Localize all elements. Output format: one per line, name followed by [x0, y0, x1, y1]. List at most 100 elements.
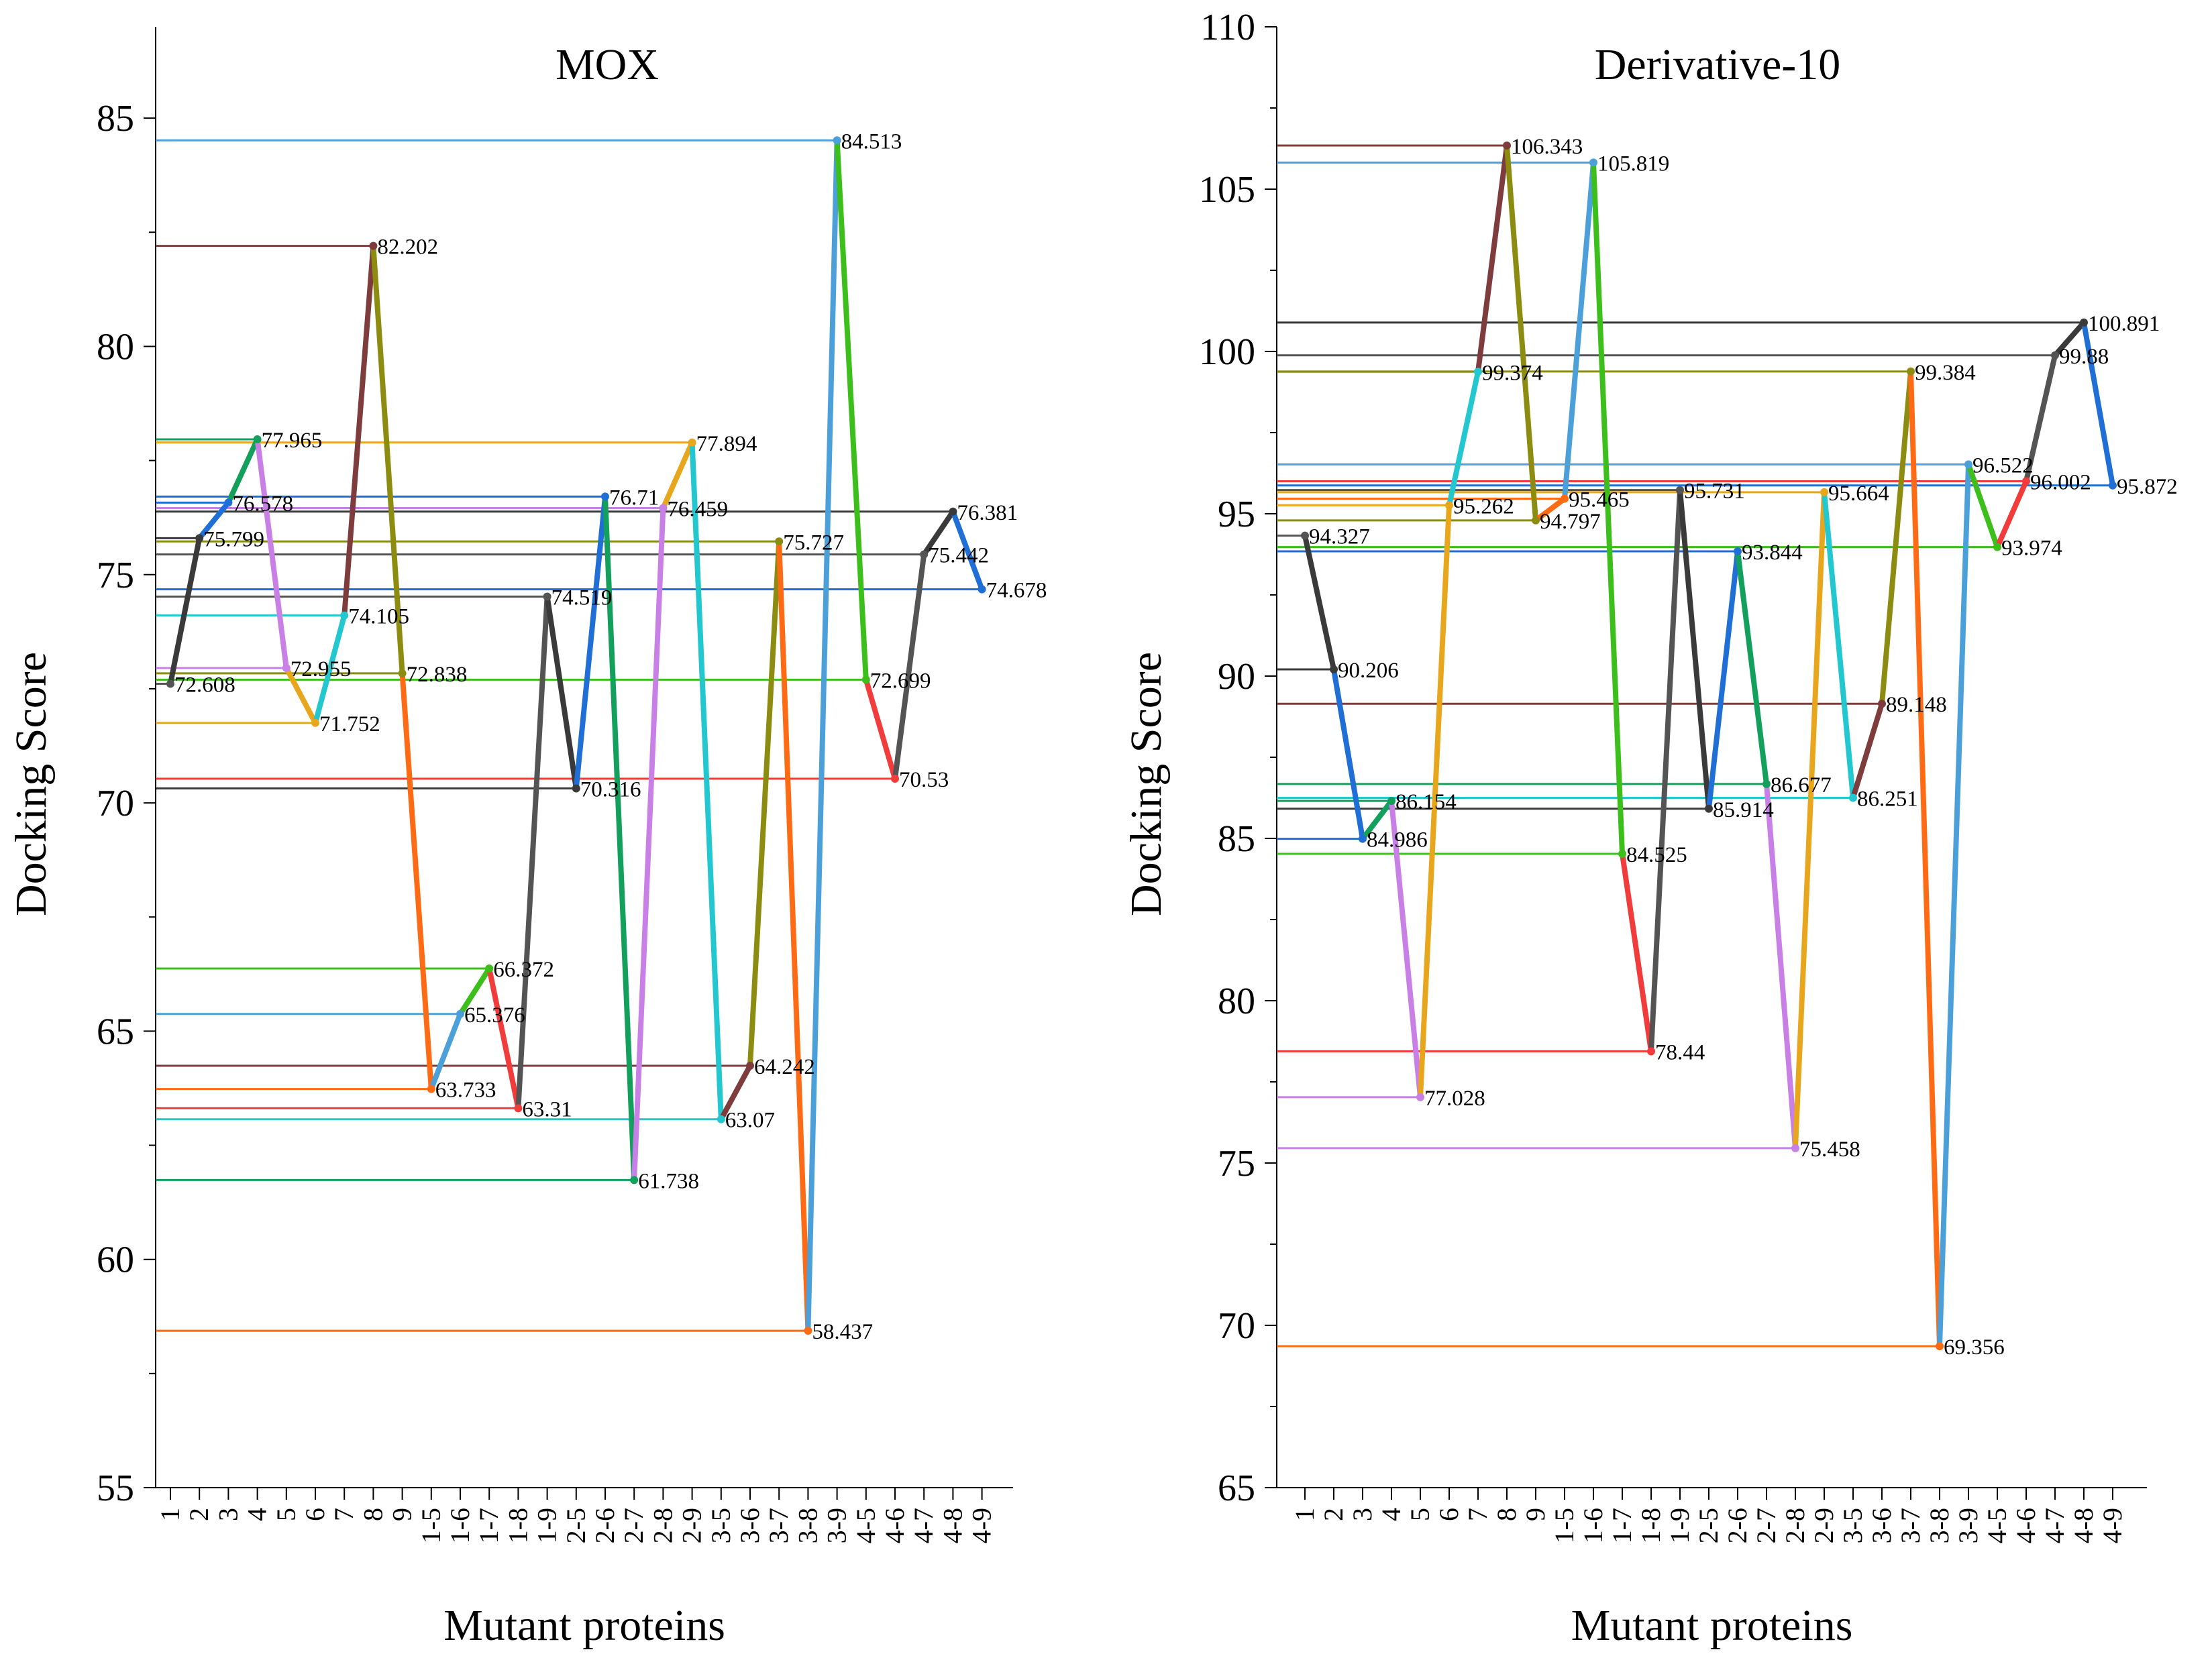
- series-segment: [1908, 368, 1942, 1349]
- series-segment: [341, 243, 376, 618]
- x-tick-label: 1-9: [1665, 1508, 1695, 1543]
- x-tick-label: 3-7: [763, 1508, 794, 1543]
- data-label: 65.376: [464, 1003, 525, 1028]
- data-point: [1445, 501, 1453, 510]
- data-label: 89.148: [1886, 693, 1947, 717]
- data-point: [920, 550, 929, 559]
- data-point: [1503, 141, 1511, 150]
- series-segment: [1966, 461, 2000, 550]
- x-tick-label: 7: [1463, 1508, 1493, 1521]
- x-tick-label: 5: [1405, 1508, 1435, 1521]
- x-tick-label: 7: [329, 1508, 359, 1521]
- x-tick-label: 1-5: [416, 1508, 446, 1543]
- data-point: [1561, 494, 1569, 503]
- data-point: [1734, 547, 1742, 555]
- data-label: 75.727: [783, 531, 844, 555]
- series-segment: [1822, 489, 1856, 801]
- x-tick-label: 5: [271, 1508, 301, 1521]
- series-segment: [1591, 160, 1625, 856]
- series-segment: [428, 1011, 463, 1092]
- y-tick-label: 105: [1199, 169, 1255, 211]
- data-point: [688, 438, 696, 447]
- data-label: 90.206: [1338, 659, 1399, 683]
- data-label: 76.71: [609, 486, 659, 510]
- data-point: [659, 504, 668, 512]
- data-label: 86.251: [1857, 787, 1918, 811]
- data-point: [1359, 834, 1367, 843]
- data-point: [166, 679, 174, 688]
- x-tick-label: 2-7: [619, 1508, 649, 1543]
- x-tick-label: 1-7: [474, 1508, 504, 1543]
- data-point: [2022, 477, 2030, 486]
- data-label: 95.664: [1828, 482, 1889, 506]
- data-label: 58.437: [812, 1320, 873, 1344]
- x-tick-label: 3-9: [822, 1508, 852, 1543]
- x-tick-label: 4: [1376, 1508, 1406, 1521]
- data-point: [514, 1104, 523, 1113]
- data-point: [1705, 804, 1713, 813]
- series-segment: [1302, 533, 1336, 673]
- y-tick-label: 70: [1218, 1305, 1255, 1347]
- series-segment: [1850, 701, 1885, 801]
- data-label: 99.374: [1482, 361, 1543, 385]
- x-tick-label: 9: [1520, 1508, 1550, 1521]
- series-segment: [168, 535, 203, 687]
- data-point: [1589, 158, 1597, 167]
- series-segment: [1995, 478, 2029, 550]
- x-tick-label: 4-7: [2040, 1508, 2070, 1543]
- x-tick-label: 2-6: [590, 1508, 620, 1543]
- y-tick-label: 75: [97, 555, 134, 596]
- data-label: 72.608: [174, 673, 235, 698]
- data-point: [1993, 543, 2001, 551]
- series-segment: [1793, 489, 1827, 1151]
- data-point: [1762, 779, 1771, 788]
- x-tick-label: 1-6: [445, 1508, 475, 1543]
- x-tick-label: 2: [1318, 1508, 1349, 1521]
- x-tick-label: 3-7: [1895, 1508, 1926, 1543]
- data-point: [1791, 1144, 1799, 1152]
- series-segment: [486, 965, 521, 1111]
- series-segment: [1360, 798, 1394, 842]
- x-tick-label: 8: [358, 1508, 388, 1521]
- x-tick-label: 2: [184, 1508, 214, 1521]
- data-point: [861, 675, 870, 684]
- data-point: [1330, 665, 1338, 674]
- data-label: 69.356: [1944, 1335, 2005, 1360]
- data-label: 86.677: [1771, 773, 1832, 797]
- series-segment: [458, 965, 492, 1017]
- data-label: 84.525: [1626, 843, 1687, 867]
- data-point: [340, 611, 349, 620]
- x-tick-label: 2-8: [647, 1508, 678, 1543]
- series-segment: [631, 505, 666, 1183]
- x-tick-label: 4-9: [967, 1508, 997, 1543]
- data-label: 72.955: [291, 657, 352, 681]
- data-point: [543, 592, 551, 601]
- series-segment: [1533, 496, 1567, 523]
- data-label: 71.752: [319, 712, 380, 736]
- series-segment: [1648, 487, 1683, 1054]
- series-segment: [225, 436, 260, 506]
- series-segment: [544, 594, 579, 791]
- data-point: [1416, 1093, 1424, 1101]
- data-label: 95.731: [1684, 480, 1745, 504]
- x-tick-label: 3-6: [1866, 1508, 1897, 1543]
- data-point: [1647, 1047, 1655, 1056]
- series-segment: [2052, 319, 2087, 358]
- data-label: 95.872: [2117, 475, 2178, 499]
- x-tick-label: 2-5: [561, 1508, 591, 1543]
- x-tick-label: 3-5: [706, 1508, 736, 1543]
- data-label: 75.458: [1799, 1138, 1860, 1162]
- y-tick-label: 55: [97, 1468, 134, 1509]
- data-label: 99.88: [2059, 345, 2109, 369]
- data-point: [833, 136, 841, 145]
- x-tick-label: 4-8: [937, 1508, 967, 1543]
- y-axis-label: Docking Score: [7, 652, 56, 916]
- data-label: 76.459: [667, 497, 728, 521]
- data-label: 74.678: [986, 579, 1047, 603]
- data-label: 94.327: [1309, 525, 1370, 549]
- x-tick-label: 9: [387, 1508, 417, 1521]
- data-point: [891, 774, 899, 783]
- x-tick-label: 4-5: [1982, 1508, 2012, 1543]
- y-tick-label: 100: [1199, 331, 1255, 373]
